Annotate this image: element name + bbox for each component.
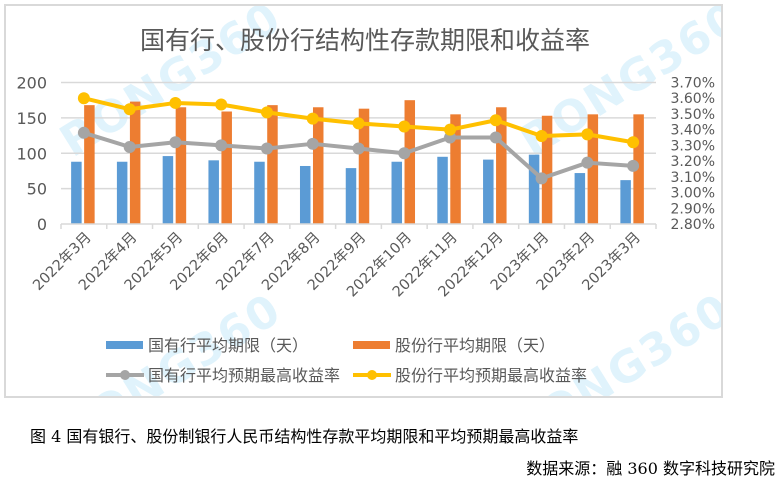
- legend-item: 国有行平均预期最高收益率: [106, 366, 340, 385]
- y-right-tick-label: 2.90%: [671, 201, 715, 217]
- y-right-tick-label: 3.60%: [671, 91, 715, 107]
- chart-frame: RONG360 RONG360 RONG360 RONG360 国有行、股份行结…: [4, 4, 723, 398]
- bar-state-owned: [162, 156, 174, 224]
- point-joint-stock-yield: [260, 106, 273, 119]
- bar-joint-stock: [633, 114, 644, 224]
- bar-state-owned: [116, 161, 128, 224]
- legend-marker: [120, 370, 130, 380]
- point-joint-stock-yield: [306, 112, 319, 125]
- bar-joint-stock: [587, 114, 599, 224]
- figure-caption: 图 4 国有银行、股份制银行人民币结构性存款平均期限和平均预期最高收益率: [30, 427, 579, 446]
- bar-joint-stock: [221, 111, 232, 224]
- legend: 国有行平均期限（天） 股份行平均期限（天） 国有行平均预期最高收益率 股份行平均预期最…: [106, 336, 587, 385]
- y-right-tick-label: 3.70%: [671, 76, 715, 92]
- legend-item: 国有行平均期限（天）: [106, 336, 308, 355]
- legend-label: 股份行平均预期最高收益率: [395, 366, 587, 385]
- point-state-owned-yield: [77, 126, 90, 139]
- y-left-tick-label: 50: [27, 180, 47, 199]
- legend-swatch: [106, 341, 143, 349]
- legend-label: 股份行平均期限（天）: [395, 336, 555, 355]
- point-joint-stock-yield: [444, 123, 457, 136]
- bar-state-owned: [71, 161, 82, 224]
- bar-state-owned: [437, 156, 448, 224]
- legend-marker: [367, 370, 377, 380]
- chart: 国有行、股份行结构性存款期限和收益率 0 50 100 150 200 2.80%2.90…: [16, 26, 715, 385]
- bars: [71, 100, 644, 224]
- point-joint-stock-yield: [169, 96, 182, 109]
- y-left-tick-label: 0: [37, 215, 47, 234]
- bar-state-owned: [391, 161, 403, 224]
- y-left-tick-label: 100: [16, 144, 47, 163]
- point-joint-stock-yield: [77, 92, 90, 105]
- point-joint-stock-yield: [398, 120, 411, 133]
- y-left-tick-label: 150: [16, 109, 47, 128]
- legend-item: 股份行平均期限（天）: [353, 336, 555, 355]
- legend-swatch: [353, 341, 390, 349]
- bar-state-owned: [254, 161, 265, 224]
- point-state-owned-yield: [489, 131, 502, 144]
- point-joint-stock-yield: [123, 103, 136, 116]
- bar-state-owned: [528, 154, 540, 224]
- point-joint-stock-yield: [581, 128, 594, 141]
- bar-joint-stock: [312, 107, 324, 224]
- point-state-owned-yield: [260, 142, 273, 155]
- point-state-owned-yield: [535, 172, 548, 185]
- bar-state-owned: [299, 165, 311, 224]
- y-right-tick-label: 3.10%: [671, 170, 715, 186]
- y-right-tick-label: 3.00%: [671, 186, 715, 202]
- point-state-owned-yield: [215, 139, 228, 152]
- point-state-owned-yield: [352, 142, 365, 155]
- y-right-tick-label: 3.50%: [671, 107, 715, 123]
- bar-state-owned: [620, 180, 631, 224]
- point-state-owned-yield: [581, 156, 594, 169]
- y-right-tick-label: 2.80%: [671, 217, 715, 233]
- point-joint-stock-yield: [215, 98, 228, 111]
- point-state-owned-yield: [123, 140, 136, 153]
- bar-state-owned: [208, 160, 219, 224]
- legend-label: 国有行平均预期最高收益率: [148, 366, 340, 385]
- bar-joint-stock: [267, 105, 278, 224]
- bar-joint-stock: [175, 107, 187, 224]
- point-joint-stock-yield: [627, 136, 640, 149]
- bar-state-owned: [483, 159, 494, 224]
- point-joint-stock-yield: [352, 117, 365, 130]
- point-state-owned-yield: [398, 147, 411, 160]
- point-state-owned-yield: [306, 137, 319, 150]
- y-right-tick-label: 3.20%: [671, 154, 715, 170]
- legend-label: 国有行平均期限（天）: [148, 336, 308, 355]
- chart-title: 国有行、股份行结构性存款期限和收益率: [140, 26, 590, 55]
- point-joint-stock-yield: [535, 129, 548, 142]
- point-state-owned-yield: [169, 136, 182, 149]
- data-source: 数据来源：融 360 数字科技研究院: [526, 459, 775, 478]
- bar-joint-stock: [129, 101, 141, 224]
- y-right-tick-label: 3.40%: [671, 123, 715, 139]
- bar-joint-stock: [404, 100, 416, 224]
- bar-joint-stock: [358, 108, 370, 224]
- bar-state-owned: [345, 168, 357, 224]
- lines: [77, 92, 640, 185]
- point-joint-stock-yield: [489, 114, 502, 127]
- point-state-owned-yield: [627, 159, 640, 172]
- bar-joint-stock: [450, 114, 461, 224]
- y-left-tick-label: 200: [16, 74, 47, 93]
- bar-state-owned: [574, 173, 586, 224]
- bar-joint-stock: [541, 115, 553, 224]
- y-right-tick-label: 3.30%: [671, 138, 715, 154]
- legend-item: 股份行平均预期最高收益率: [353, 366, 587, 385]
- bar-joint-stock: [84, 105, 95, 224]
- bar-joint-stock: [496, 107, 507, 224]
